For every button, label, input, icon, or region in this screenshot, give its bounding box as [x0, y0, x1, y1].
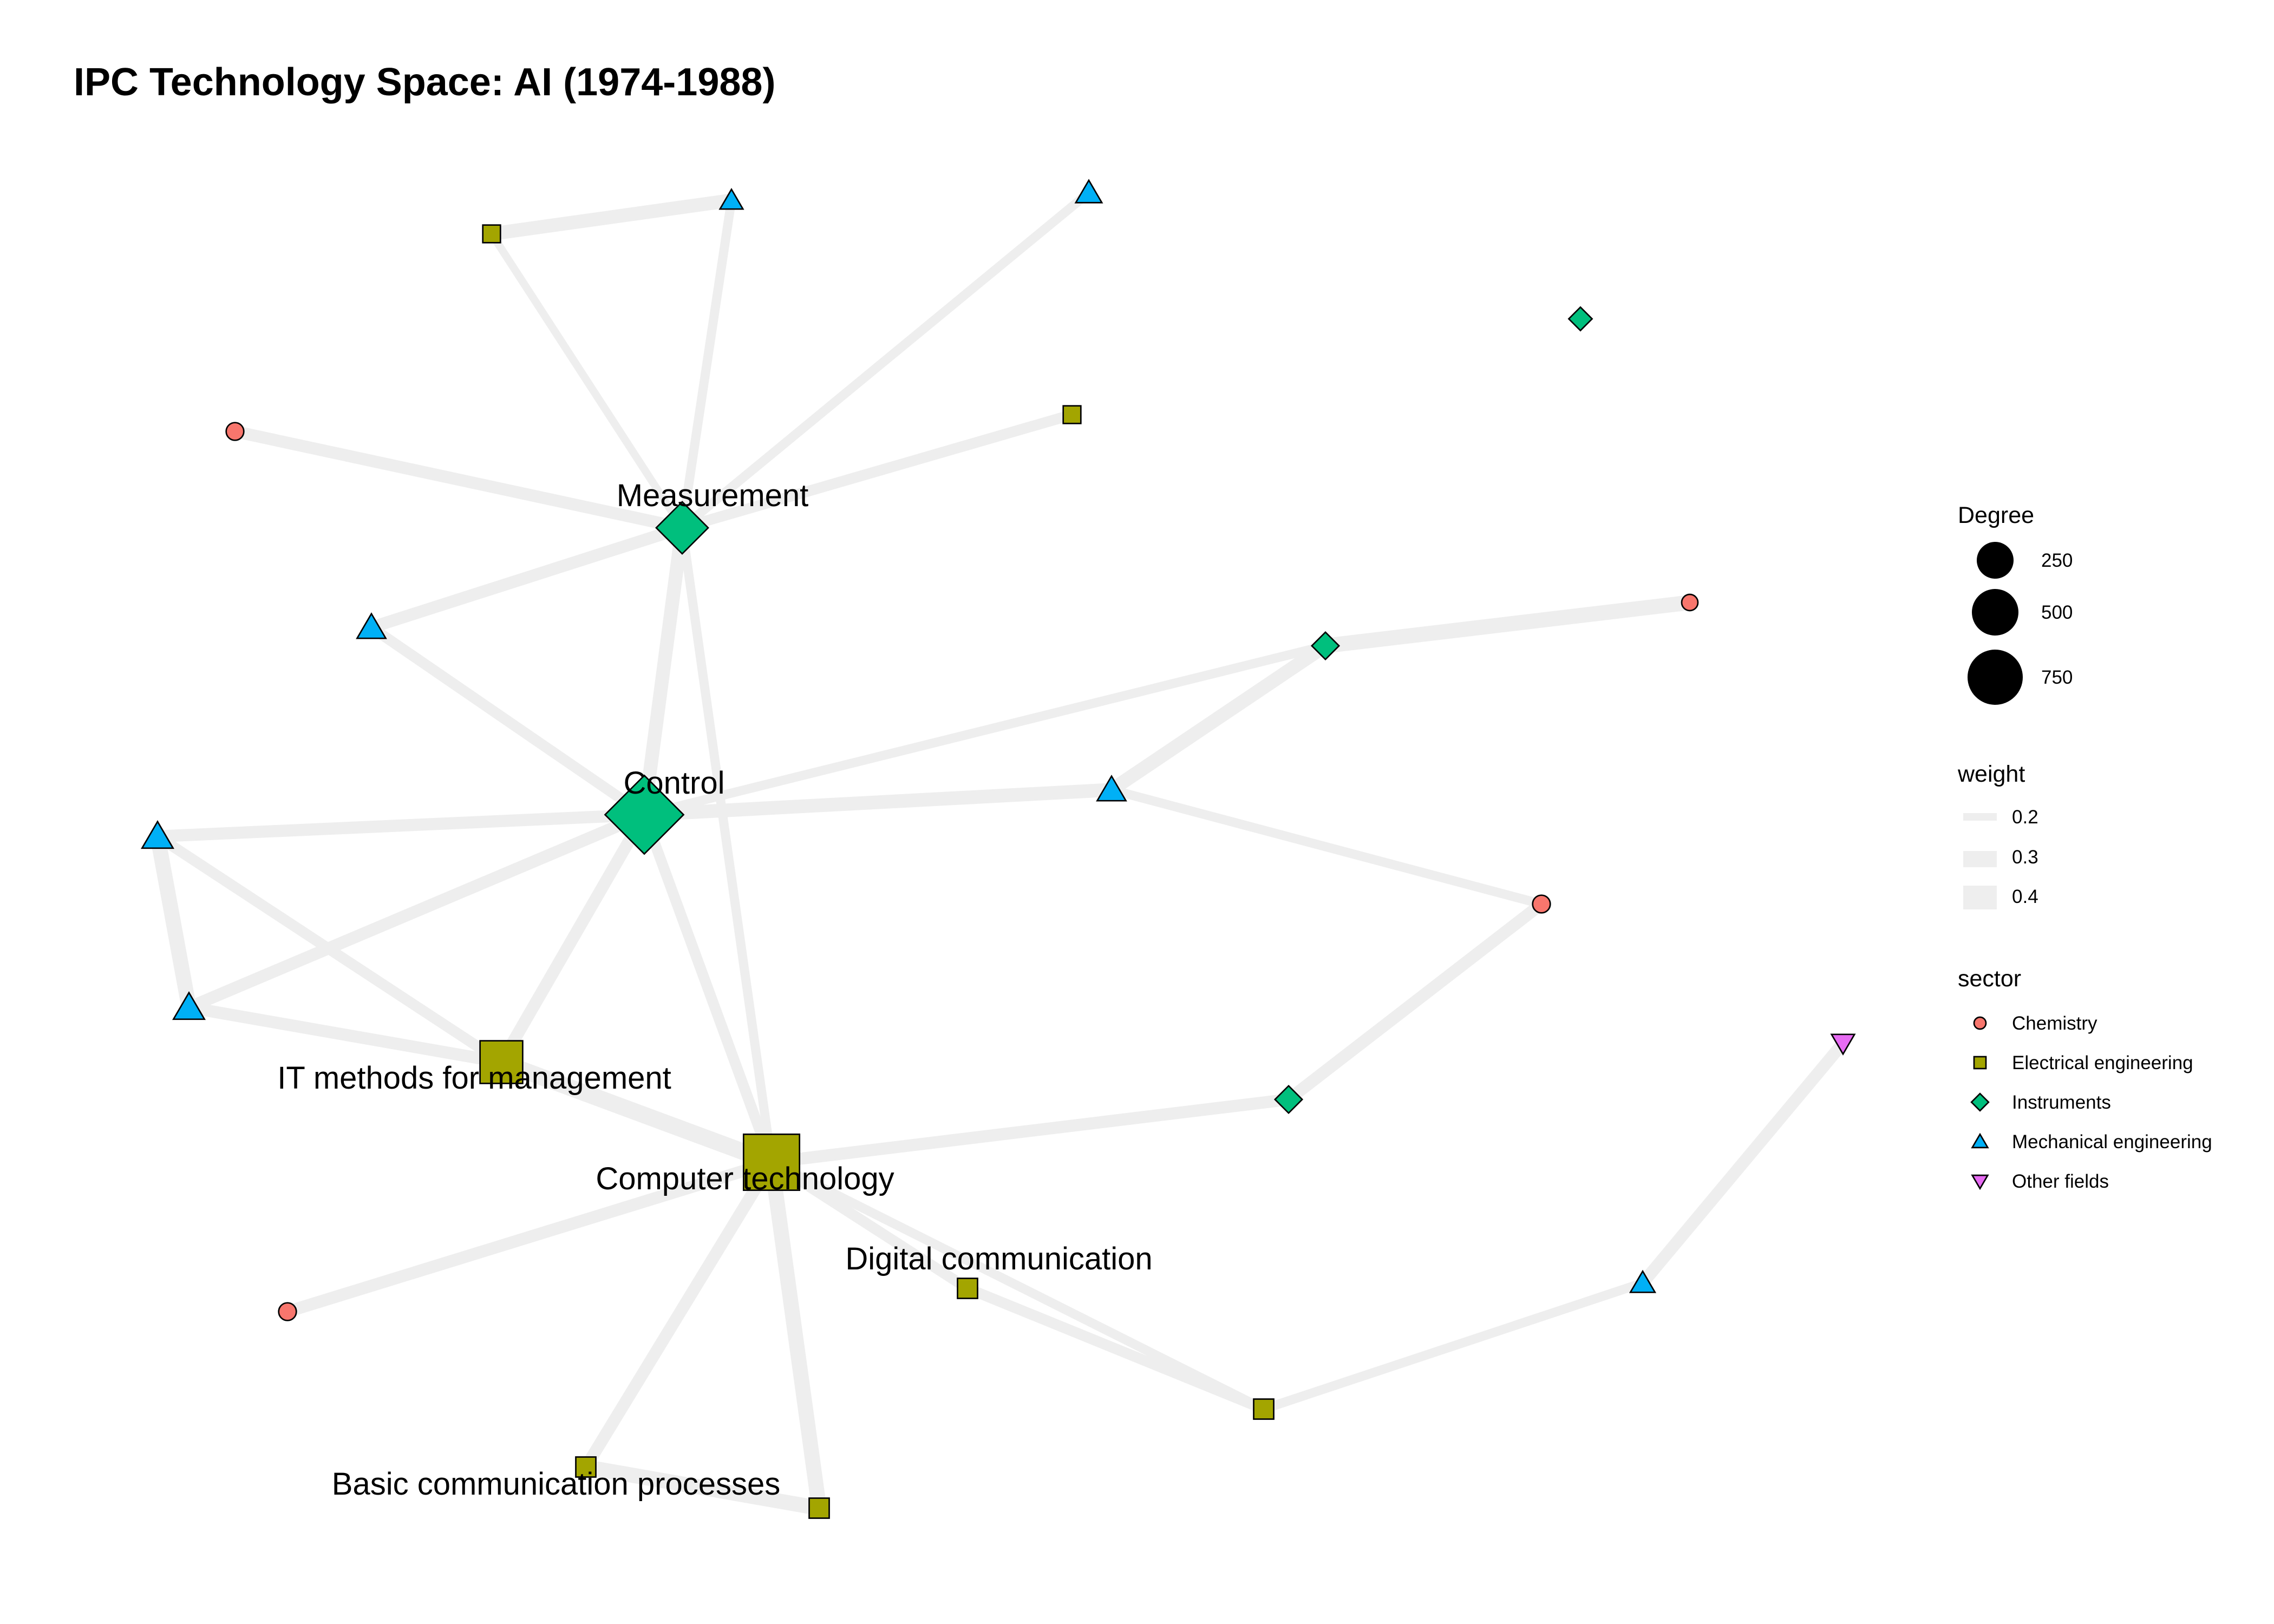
node-ch_mid [1532, 894, 1551, 914]
legend-sector-label-chemistry: Chemistry [2012, 1013, 2097, 1034]
legend-weight: weight 0.2 0.3 0.4 [1957, 761, 2038, 909]
node-ee_mid [1062, 405, 1082, 424]
node-itmethods [479, 1040, 524, 1084]
edge-me_center-control [644, 783, 1112, 822]
edge-ee_mid-measurement [681, 409, 1074, 533]
node-basic [575, 1456, 597, 1478]
legend-sector-label-mechanical-engineering: Mechanical engineering [2012, 1131, 2212, 1152]
node-in_top [1567, 306, 1593, 332]
legend-weight-key-0-3 [1963, 851, 1997, 867]
edge-me_left-measurement [369, 522, 684, 633]
edge-me_far_left-me_low_left [150, 835, 197, 1009]
edge-ee_top-measurement [488, 232, 685, 530]
edge-in_right-control [643, 641, 1327, 820]
edge-computer-basic [580, 1159, 777, 1470]
edge-computer-in_low [770, 1093, 1290, 1169]
node-me_low_left [172, 991, 206, 1020]
node-of_right [1830, 1033, 1856, 1056]
node-label-itmethods: IT methods for management [277, 1060, 671, 1096]
edge-me_top2-measurement [679, 189, 1092, 532]
node-ee_right [1253, 1398, 1275, 1420]
edge-computer-ee_right [769, 1158, 1266, 1413]
legend-sector-label-electrical-engineering: Electrical engineering [2012, 1052, 2193, 1073]
legend-sector-key-electrical-engineering [1973, 1056, 1987, 1070]
node-me_far_left [141, 820, 174, 849]
legend-degree-label-750: 750 [2041, 667, 2073, 688]
edge-in_right-me_center [1107, 640, 1330, 796]
node-me_center [1096, 775, 1127, 802]
edge-control-itmethods [496, 811, 650, 1065]
edge-me_far_left-control [157, 808, 645, 843]
edges-layer [150, 189, 1848, 1516]
legend-weight-key-0-2 [1963, 813, 1997, 821]
legend-sector-label-other-fields: Other fields [2012, 1171, 2109, 1192]
legend-sector-title: sector [1958, 966, 2021, 992]
node-in_right [1310, 631, 1341, 661]
edge-computer-ch_low [285, 1156, 774, 1318]
node-in_low [1273, 1084, 1304, 1115]
edge-digital-ee_right [965, 1283, 1266, 1415]
legend-sector-key-mechanical-engineering [1971, 1132, 1989, 1149]
legend-weight-key-0-4 [1963, 886, 1997, 909]
edge-ch_top-measurement [233, 425, 684, 534]
legend-degree-marker-250 [1977, 542, 2014, 579]
node-label-basic: Basic communication processes [332, 1466, 780, 1502]
node-digital [957, 1278, 978, 1299]
legend-degree-label-250: 250 [2041, 550, 2073, 571]
node-me_top1 [718, 188, 744, 210]
node-label-control: Control [624, 765, 725, 801]
nodes-layer [141, 179, 1856, 1519]
node-ch_right [1681, 593, 1699, 612]
legend-sector-label-instruments: Instruments [2012, 1092, 2111, 1113]
node-ee_top [482, 224, 501, 244]
node-label-measurement: Measurement [617, 478, 809, 513]
legend-sector: sector Chemistry Electrical engineering … [1958, 966, 2212, 1192]
legend-sector-keys [1970, 1016, 1990, 1190]
labels-layer: Control Measurement Computer technology IT … [277, 478, 1152, 1502]
legend-weight-title: weight [1957, 761, 2025, 787]
edge-in_low-ch_mid [1285, 899, 1545, 1104]
node-control [604, 774, 685, 855]
node-computer [742, 1133, 801, 1191]
legend-degree: Degree 250 500 750 [1958, 502, 2073, 705]
node-me_top2 [1074, 179, 1103, 204]
node-me_left [356, 612, 387, 639]
legend-degree-title: Degree [1958, 502, 2034, 528]
edge-me_low_left-control [186, 809, 647, 1013]
edge-me_center-ch_mid [1110, 785, 1543, 909]
edge-me_top1-measurement [677, 199, 736, 529]
node-label-computer: Computer technology [596, 1161, 894, 1196]
node-label-digital: Digital communication [845, 1241, 1152, 1276]
edge-ee_top-me_top1 [491, 193, 733, 241]
node-me_right [1629, 1269, 1657, 1293]
legend-weight-label-0-4: 0.4 [2012, 886, 2038, 907]
legend-weight-label-0-2: 0.2 [2012, 807, 2038, 828]
node-ch_top [225, 422, 245, 441]
edge-basic-ee_bottom [584, 1459, 821, 1516]
legend-weight-label-0-3: 0.3 [2012, 847, 2038, 868]
node-ee_bottom [808, 1497, 830, 1519]
node-measurement [655, 501, 709, 555]
legend-degree-marker-750 [1968, 650, 2023, 705]
edge-me_right-of_right [1638, 1039, 1848, 1287]
edge-in_right-ch_right [1324, 595, 1691, 653]
legend-sector-key-instruments [1970, 1092, 1990, 1112]
edge-me_low_left-itmethods [188, 1001, 502, 1069]
edge-ee_right-me_right [1262, 1278, 1644, 1414]
edge-control-computer [639, 813, 777, 1164]
legend-degree-label-500: 500 [2041, 602, 2073, 623]
edge-measurement-control [637, 527, 689, 816]
edge-itmethods-computer [498, 1054, 775, 1170]
legend-degree-marker-500 [1972, 589, 2018, 636]
edge-me_left-control [368, 623, 648, 820]
edge-measurement-computer [677, 527, 776, 1163]
node-ch_low [278, 1302, 297, 1321]
edge-computer-ee_bottom [764, 1161, 827, 1509]
plot-title: IPC Technology Space: AI (1974-1988) [74, 61, 775, 104]
legend-sector-key-chemistry [1973, 1016, 1987, 1030]
legend-sector-key-other-fields [1971, 1174, 1989, 1190]
